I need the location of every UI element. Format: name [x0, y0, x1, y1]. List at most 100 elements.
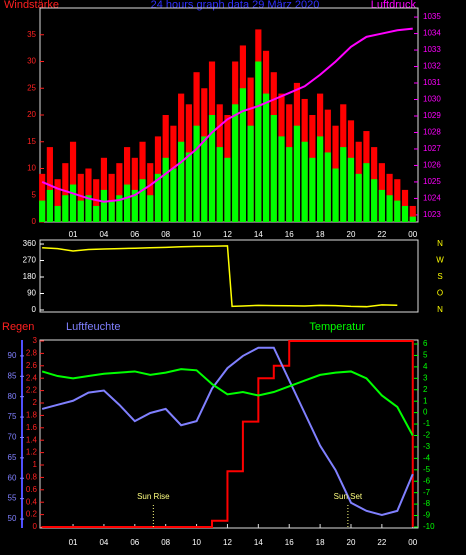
y-tick-label: -4	[423, 453, 431, 462]
wind-bar	[401, 205, 409, 222]
humidity-axis-title: Luftfeuchte	[66, 321, 120, 333]
x-tick-label: 06	[130, 230, 139, 239]
y-tick-label: 2.4	[26, 373, 38, 382]
y-tick-label: 2.8	[26, 349, 38, 358]
y-tick-label: 35	[27, 30, 36, 39]
wind-bar	[409, 205, 416, 222]
x-tick-label: 04	[99, 230, 108, 239]
y-tick-label: -7	[423, 488, 431, 497]
wind-bar	[54, 179, 61, 222]
y-tick-label: 1.8	[26, 411, 38, 420]
x-tick-label: 22	[377, 230, 386, 239]
wind-bar	[39, 200, 46, 222]
y-tick-label: 30	[27, 57, 36, 66]
y-tick-label: 1030	[423, 95, 441, 104]
y-tick-label: 0.4	[26, 497, 38, 506]
y-tick-label: 50	[8, 514, 17, 523]
wind-bar	[85, 195, 92, 222]
pressure-axis-title: Luftdruck	[371, 0, 417, 11]
x-tick-label: 18	[316, 230, 325, 239]
wind-bar	[201, 136, 208, 222]
y-tick-label: 6	[423, 339, 428, 348]
wind-bar	[394, 200, 401, 222]
wind-bar	[262, 93, 270, 222]
humidity-line	[41, 346, 414, 516]
y-tick-label: 90	[8, 351, 17, 360]
temperature-axis-title: Temperatur	[309, 321, 365, 333]
y-tick-label: 360	[23, 239, 37, 248]
y-tick-label: 1027	[423, 144, 441, 153]
wind-bar	[340, 147, 347, 222]
y-tick-label: 1033	[423, 45, 441, 54]
y-tick-label: 1034	[423, 29, 441, 38]
y-tick-label: 10	[27, 164, 36, 173]
wind-bar	[363, 163, 370, 222]
wind-bar	[371, 179, 378, 222]
wind-bar	[139, 179, 146, 222]
y-tick-label: 5	[423, 351, 428, 360]
wind-bar	[147, 163, 154, 222]
x-tick-label: 01	[69, 230, 78, 239]
wind-axis-title: Windstärke	[4, 0, 59, 11]
y-tick-label: 1031	[423, 78, 441, 87]
wind-bar	[108, 173, 115, 222]
wind-bar	[131, 189, 138, 222]
x-tick-label: 08	[161, 538, 170, 547]
y-tick-label: 1032	[423, 62, 441, 71]
y-tick-label: 1024	[423, 194, 441, 203]
wind-bar	[208, 115, 216, 222]
y-tick-label: -6	[423, 476, 431, 485]
wind-bar	[317, 136, 324, 222]
wind-bar	[355, 173, 362, 222]
wind-bar	[278, 136, 285, 222]
rain-axis-title: Regen	[2, 321, 34, 333]
plot-frame	[39, 239, 419, 313]
wind-bar	[309, 157, 316, 222]
wind-bar	[39, 173, 46, 222]
x-tick-label: 12	[223, 538, 232, 547]
wind-bar	[185, 152, 192, 222]
y-tick-label: 0	[32, 217, 37, 226]
x-tick-label: 16	[285, 538, 294, 547]
y-tick-label: 3	[423, 373, 428, 382]
y-tick-label: 1025	[423, 177, 441, 186]
wind-bar	[293, 125, 301, 222]
y-tick-label: 55	[8, 494, 17, 503]
wind-bar	[62, 195, 69, 222]
y-tick-label: 3	[33, 336, 38, 345]
wind-bar	[301, 141, 308, 222]
wind-bar	[77, 173, 84, 222]
y-tick-label: 85	[8, 371, 17, 380]
wind-bar	[54, 205, 61, 222]
rain-line	[42, 339, 414, 529]
wind-bar	[69, 141, 77, 222]
x-tick-label: 20	[347, 230, 356, 239]
y-tick-label: 0	[33, 522, 38, 531]
x-tick-label: 12	[223, 230, 232, 239]
direction-label: N	[437, 305, 443, 314]
y-tick-label: 2.6	[26, 361, 38, 370]
x-tick-label: 10	[192, 538, 201, 547]
direction-label: W	[436, 256, 444, 265]
y-tick-label: 1.6	[26, 423, 38, 432]
wind-bar	[116, 163, 123, 222]
y-tick-label: 0.2	[26, 510, 38, 519]
y-tick-label: 90	[27, 289, 36, 298]
y-tick-label: 1.4	[26, 435, 38, 444]
wind-bar	[224, 157, 231, 222]
x-tick-label: 18	[316, 538, 325, 547]
wind-bar	[69, 184, 77, 222]
y-tick-label: -8	[423, 499, 431, 508]
pressure-line	[41, 27, 413, 203]
y-tick-label: -3	[423, 442, 431, 451]
y-tick-label: 180	[23, 272, 37, 281]
x-tick-label: 01	[69, 538, 78, 547]
y-tick-label: -10	[423, 522, 435, 531]
wind-bar	[93, 205, 100, 222]
direction-line	[42, 245, 398, 308]
wind-bar	[409, 216, 416, 222]
y-tick-label: 65	[8, 453, 17, 462]
plot-frame	[39, 339, 419, 529]
wind-bar	[46, 189, 53, 222]
wind-bar	[270, 115, 277, 222]
